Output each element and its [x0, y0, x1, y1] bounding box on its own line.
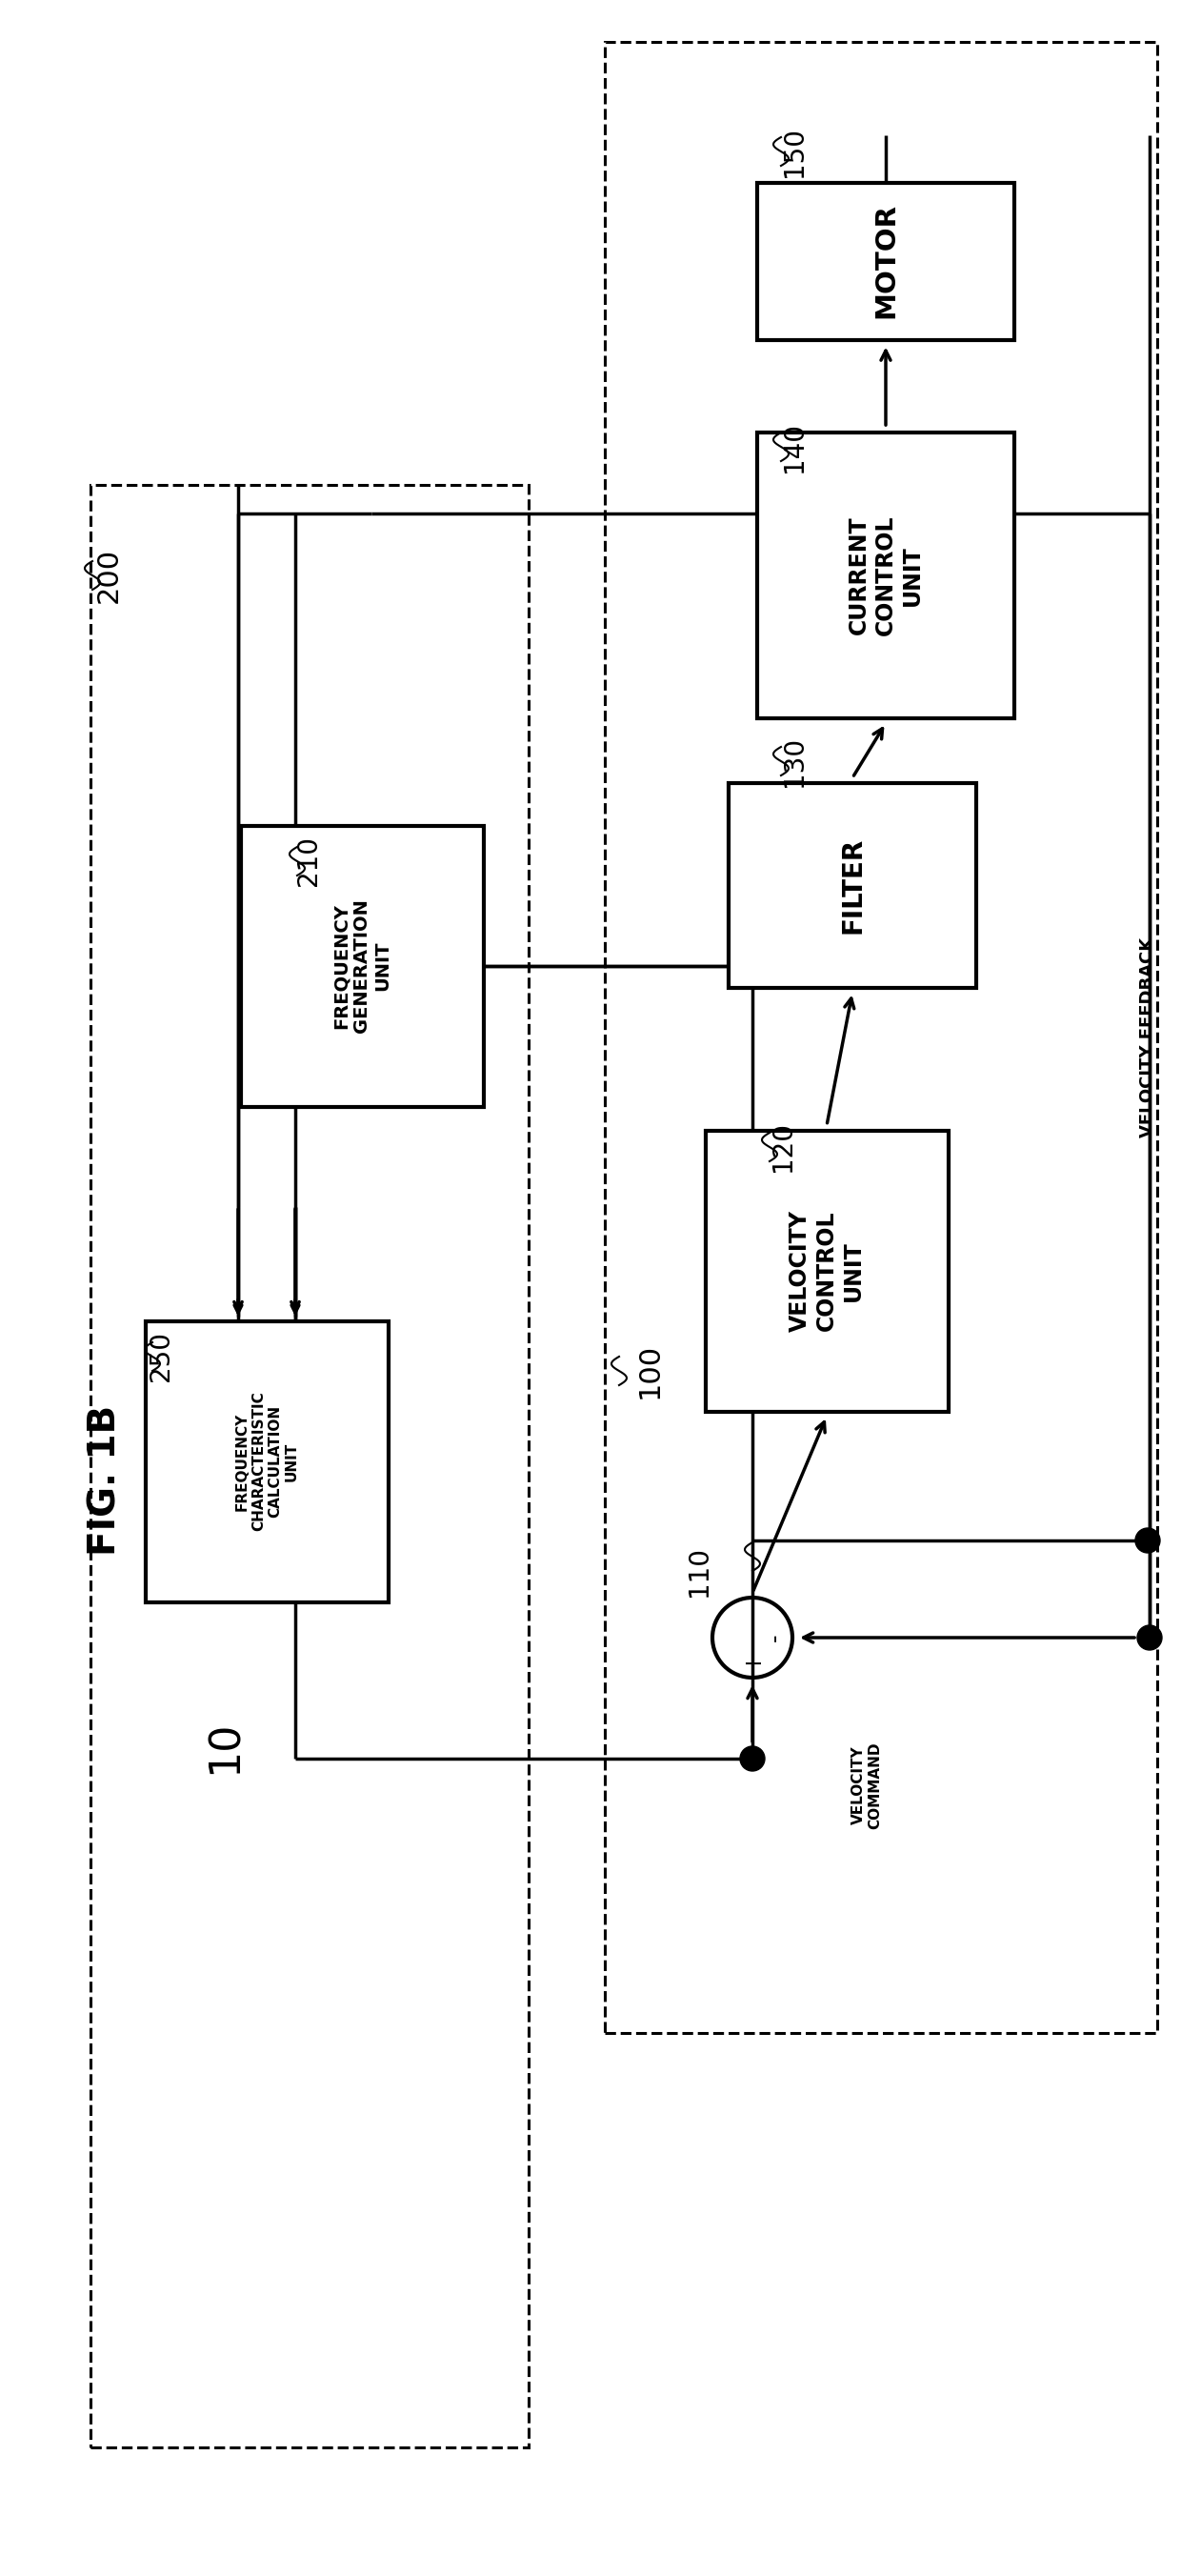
Text: VELOCITY
COMMAND: VELOCITY COMMAND — [852, 1741, 882, 1829]
Text: +: + — [740, 1651, 764, 1669]
Text: -: - — [764, 1633, 787, 1641]
Text: 210: 210 — [295, 837, 322, 886]
Text: 100: 100 — [637, 1342, 664, 1399]
Text: 110: 110 — [686, 1546, 712, 1597]
Text: 130: 130 — [781, 737, 808, 786]
Bar — [729, 783, 977, 987]
Text: 250: 250 — [148, 1332, 175, 1381]
Circle shape — [1135, 1528, 1160, 1553]
Text: 150: 150 — [781, 126, 808, 178]
Text: MOTOR: MOTOR — [873, 204, 899, 319]
Text: 200: 200 — [96, 549, 123, 603]
Text: FREQUENCY
CHARACTERISTIC
CALCULATION
UNIT: FREQUENCY CHARACTERISTIC CALCULATION UNI… — [235, 1391, 299, 1530]
Bar — [91, 484, 529, 2447]
Bar — [705, 1131, 948, 1412]
Bar — [241, 824, 483, 1108]
Text: 140: 140 — [781, 422, 808, 471]
Text: VELOCITY FEEDBACK: VELOCITY FEEDBACK — [1140, 938, 1156, 1139]
Text: CURRENT
CONTROL
UNIT: CURRENT CONTROL UNIT — [848, 515, 924, 636]
Bar — [757, 433, 1014, 719]
Circle shape — [1137, 1625, 1162, 1651]
Bar — [145, 1321, 389, 1602]
Text: FILTER: FILTER — [839, 837, 866, 933]
Text: 120: 120 — [770, 1121, 796, 1172]
Bar — [605, 41, 1157, 2032]
Text: FIG. 1B: FIG. 1B — [86, 1404, 123, 1556]
Circle shape — [740, 1747, 765, 1772]
Bar — [757, 183, 1014, 340]
Text: FREQUENCY
GENERATION
UNIT: FREQUENCY GENERATION UNIT — [332, 899, 392, 1033]
Text: VELOCITY
CONTROL
UNIT: VELOCITY CONTROL UNIT — [789, 1211, 864, 1332]
Text: 10: 10 — [204, 1721, 246, 1775]
